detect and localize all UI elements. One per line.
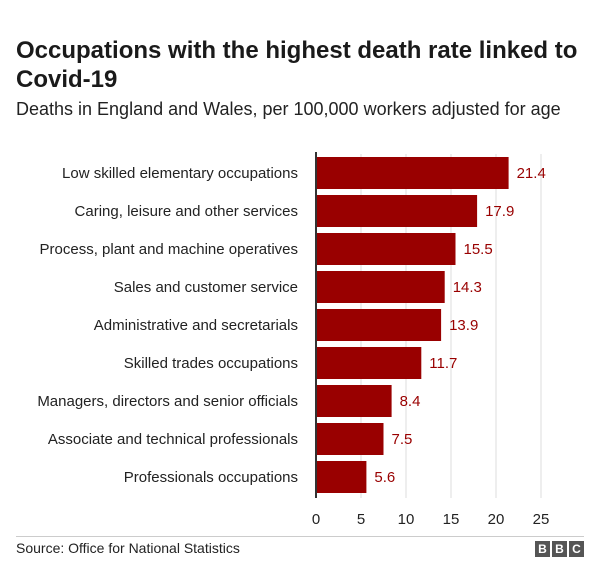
x-tick-label-0: 0 (312, 511, 320, 528)
bar-4 (316, 271, 445, 303)
x-tick-label-4: 20 (488, 511, 505, 528)
category-label-5: Administrative and secretarials (94, 317, 298, 334)
bar-3 (316, 233, 456, 265)
source-text: Source: Office for National Statistics (16, 540, 240, 556)
value-label-2: 17.9 (485, 203, 514, 220)
category-label-4: Sales and customer service (114, 279, 298, 296)
value-label-9: 5.6 (374, 469, 395, 486)
bar-5 (316, 309, 442, 341)
bbc-logo-letter-2: B (552, 541, 567, 557)
bbc-logo: B B C (535, 541, 584, 557)
category-label-6: Skilled trades occupations (124, 355, 298, 372)
value-label-8: 7.5 (392, 431, 413, 448)
chart-subtitle: Deaths in England and Wales, per 100,000… (16, 99, 561, 119)
category-label-7: Managers, directors and senior officials (37, 393, 298, 410)
x-tick-label-3: 15 (443, 511, 460, 528)
x-tick-label-5: 25 (533, 511, 550, 528)
bar-6 (316, 347, 422, 379)
bar-chart: Low skilled elementary occupations 21.4 Ca… (37, 152, 550, 528)
value-label-1: 21.4 (517, 165, 546, 182)
category-label-8: Associate and technical professionals (48, 431, 298, 448)
bar-7 (316, 385, 392, 417)
bar-8 (316, 423, 384, 455)
category-label-9: Professionals occupations (124, 469, 298, 486)
category-label-1: Low skilled elementary occupations (62, 165, 298, 182)
category-label-3: Process, plant and machine operatives (40, 241, 298, 258)
bar-2 (316, 195, 478, 227)
value-label-4: 14.3 (453, 279, 482, 296)
chart-title: Occupations with the highest death rate … (16, 37, 578, 93)
value-label-6: 11.7 (429, 355, 457, 372)
bbc-logo-letter-1: B (535, 541, 550, 557)
bar-1 (316, 157, 509, 189)
bbc-logo-letter-3: C (569, 541, 584, 557)
x-tick-label-2: 10 (398, 511, 415, 528)
value-label-5: 13.9 (449, 317, 478, 334)
x-tick-label-1: 5 (357, 511, 365, 528)
value-label-7: 8.4 (400, 393, 421, 410)
value-label-3: 15.5 (464, 241, 493, 258)
category-label-2: Caring, leisure and other services (75, 203, 298, 220)
bar-9 (316, 461, 367, 493)
footer: Source: Office for National Statistics B… (16, 536, 584, 557)
